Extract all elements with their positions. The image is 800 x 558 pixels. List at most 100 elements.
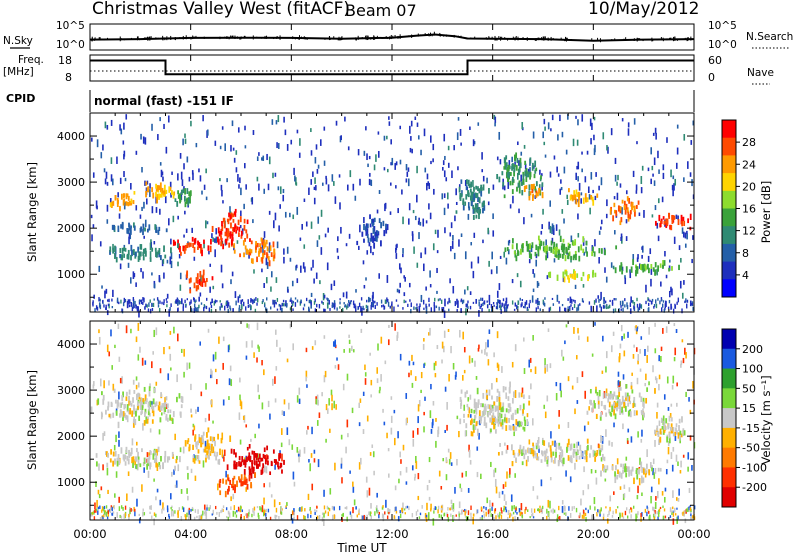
n-tick-left-top: 10^5 — [56, 20, 85, 32]
velocity-cell — [231, 449, 233, 454]
power-speckle — [346, 243, 348, 246]
power-speckle — [117, 298, 118, 303]
power-speckle — [384, 167, 386, 170]
velocity-speckle — [454, 487, 456, 494]
velocity-speckle — [174, 434, 176, 440]
power-speckle — [386, 297, 387, 301]
velocity-speckle — [194, 425, 196, 430]
velocity-speckle — [544, 358, 546, 365]
power-colorbar-swatch — [722, 262, 736, 280]
power-speckle — [285, 212, 287, 218]
power-speckle — [282, 303, 283, 307]
power-speckle — [650, 279, 652, 287]
velocity-speckle — [200, 392, 202, 397]
velocity-cell — [229, 480, 231, 485]
power-cell — [627, 212, 629, 218]
power-speckle — [314, 187, 316, 190]
power-cell — [460, 179, 462, 184]
velocity-speckle — [400, 459, 402, 464]
velocity-cell — [633, 478, 635, 484]
power-speckle — [655, 128, 657, 134]
velocity-speckle — [573, 327, 575, 334]
power-speckle — [542, 132, 544, 139]
power-cell — [110, 202, 112, 207]
power-speckle — [395, 185, 397, 188]
velocity-cell — [510, 426, 512, 431]
power-cell — [140, 244, 142, 250]
velocity-cell — [656, 425, 658, 430]
power-cell — [499, 177, 501, 183]
power-cell — [257, 243, 259, 247]
velocity-cell — [498, 452, 500, 456]
power-speckle — [641, 255, 643, 259]
velocity-cell — [164, 451, 166, 457]
power-speckle — [387, 169, 389, 172]
velocity-speckle — [547, 500, 549, 508]
velocity-cell — [155, 456, 157, 462]
power-speckle — [222, 305, 223, 307]
velocity-cell — [240, 480, 242, 486]
velocity-speckle — [245, 514, 246, 516]
velocity-speckle — [376, 493, 378, 498]
velocity-cell — [105, 410, 107, 415]
power-speckle — [147, 304, 148, 307]
velocity-speckle — [274, 376, 276, 384]
power-speckle — [669, 300, 670, 303]
power-speckle — [418, 221, 420, 225]
power-speckle — [165, 196, 167, 203]
velocity-speckle — [433, 518, 435, 525]
velocity-speckle — [528, 360, 530, 368]
velocity-speckle — [400, 354, 402, 361]
velocity-speckle — [562, 506, 564, 513]
velocity-speckle — [230, 496, 232, 501]
velocity-speckle — [173, 510, 174, 512]
velocity-speckle — [637, 486, 639, 493]
velocity-cell — [478, 400, 480, 404]
velocity-cell — [484, 406, 486, 412]
power-speckle — [255, 297, 256, 301]
power-speckle — [520, 175, 522, 182]
power-cell — [255, 241, 257, 245]
velocity-speckle — [270, 517, 271, 520]
power-speckle — [522, 299, 523, 301]
velocity-cell — [166, 414, 168, 420]
velocity-speckle — [676, 329, 678, 333]
velocity-speckle — [314, 458, 316, 462]
power-cell — [524, 161, 526, 165]
velocity-cell — [625, 473, 627, 477]
velocity-speckle — [183, 349, 185, 357]
velocity-speckle — [435, 506, 436, 510]
power-cell — [183, 189, 185, 193]
power-speckle — [168, 218, 170, 225]
velocity-cell — [133, 419, 135, 423]
velocity-speckle — [662, 328, 664, 334]
velocity-cell — [618, 392, 620, 397]
power-speckle — [304, 199, 306, 202]
velocity-cell — [225, 491, 227, 497]
velocity-cell — [506, 418, 508, 424]
velocity-speckle — [550, 363, 552, 368]
velocity-speckle — [261, 507, 262, 511]
velocity-cell — [124, 404, 126, 408]
power-cell — [585, 197, 587, 202]
velocity-cell — [265, 458, 267, 464]
velocity-cell — [160, 456, 162, 462]
power-speckle — [562, 132, 564, 138]
power-speckle — [337, 248, 339, 252]
velocity-speckle — [565, 513, 566, 515]
power-speckle — [470, 242, 472, 245]
power-speckle — [624, 278, 626, 284]
velocity-speckle — [556, 393, 558, 400]
power-speckle — [368, 297, 370, 302]
power-cell — [479, 209, 481, 214]
power-cell — [520, 158, 522, 163]
velocity-cell — [106, 463, 108, 468]
velocity-speckle — [572, 386, 574, 390]
velocity-speckle — [382, 409, 384, 413]
power-cell — [619, 221, 621, 225]
power-cell — [380, 240, 382, 246]
power-speckle — [512, 300, 513, 304]
power-speckle — [311, 293, 313, 297]
velocity-speckle — [524, 368, 526, 374]
velocity-speckle — [659, 421, 661, 427]
